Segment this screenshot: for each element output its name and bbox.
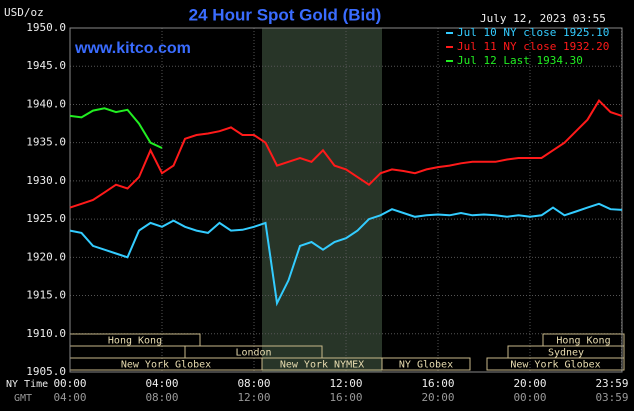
x-tick-label: 08:00 <box>237 377 270 390</box>
y-tick-label: 1905.0 <box>26 365 66 378</box>
session-label: New York Globex <box>121 360 211 371</box>
subtitle: www.kitco.com <box>74 40 191 57</box>
gmt-tick-label: 00:00 <box>513 391 546 404</box>
gmt-tick-label: 08:00 <box>145 391 178 404</box>
x-tick-label: 00:00 <box>53 377 86 390</box>
y-tick-label: 1910.0 <box>26 327 66 340</box>
session-label: New York NYMEX <box>280 360 364 371</box>
price-line <box>69 202 623 307</box>
x-tick-label: 04:00 <box>145 377 178 390</box>
y-tick-label: 1915.0 <box>26 289 66 302</box>
x-tick-label: 12:00 <box>329 377 362 390</box>
x-tick-label: 16:00 <box>421 377 454 390</box>
y-tick-label: 1925.0 <box>26 212 66 225</box>
gmt-tick-label: 04:00 <box>53 391 86 404</box>
y-tick-label: 1935.0 <box>26 136 66 149</box>
x-tick-label: 23:59 <box>595 377 628 390</box>
gmt-tick-label: 20:00 <box>421 391 454 404</box>
session-label: London <box>235 348 271 359</box>
y-unit: USD/oz <box>4 6 44 19</box>
session-label: Hong Kong <box>108 336 162 347</box>
legend-label: Jul 12 Last 1934.30 <box>457 54 583 67</box>
y-tick-label: 1920.0 <box>26 250 66 263</box>
gmt-tick-label: 12:00 <box>237 391 270 404</box>
ny-session-shade <box>262 28 382 372</box>
x-row-label: GMT <box>14 393 32 404</box>
session-label: New York Globex <box>510 360 600 371</box>
price-line <box>69 98 623 209</box>
timestamp: July 12, 2023 03:55 <box>480 12 606 25</box>
x-row-label: NY Time <box>6 379 48 390</box>
y-tick-label: 1950.0 <box>26 21 66 34</box>
session-box <box>486 357 625 371</box>
legend-label: Jul 10 NY close 1925.10 <box>457 26 609 39</box>
plot-frame <box>69 27 623 373</box>
chart-title: 24 Hour Spot Gold (Bid) <box>189 5 382 24</box>
price-line <box>69 107 163 149</box>
session-box <box>381 357 471 371</box>
session-label: Sydney <box>548 348 584 359</box>
gmt-tick-label: 16:00 <box>329 391 362 404</box>
y-tick-label: 1945.0 <box>26 59 66 72</box>
x-tick-label: 20:00 <box>513 377 546 390</box>
session-label: NY Globex <box>399 360 453 371</box>
session-label: Hong Kong <box>556 336 610 347</box>
gmt-tick-label: 03:59 <box>595 391 628 404</box>
legend-label: Jul 11 NY close 1932.20 <box>457 40 609 53</box>
y-tick-label: 1930.0 <box>26 174 66 187</box>
y-tick-label: 1940.0 <box>26 97 66 110</box>
